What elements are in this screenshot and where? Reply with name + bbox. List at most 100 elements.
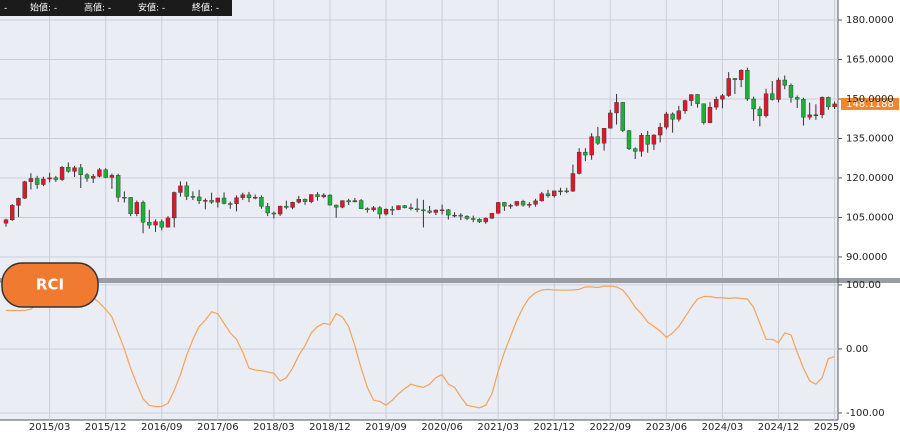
candle-body: [483, 218, 488, 223]
candle-body: [408, 207, 414, 209]
candle-body: [689, 94, 694, 101]
candle-body: [41, 178, 46, 185]
candle-body: [527, 204, 532, 206]
candle-body: [66, 166, 71, 172]
candle-body: [365, 208, 370, 211]
candle-body: [147, 221, 152, 226]
candle-body: [464, 215, 470, 219]
candle-body: [701, 103, 706, 123]
candle-body: [552, 190, 557, 197]
header-field: 安値: -: [138, 2, 165, 14]
candle-body: [72, 167, 77, 172]
header-fields: - 始値: - 高値: - 安値: - 終値: -: [4, 2, 219, 14]
candle-body: [751, 98, 756, 110]
candle-body: [589, 136, 594, 156]
candle-body: [190, 196, 196, 198]
candle-body: [128, 197, 133, 214]
candle-body: [720, 95, 725, 100]
candle-body: [178, 185, 183, 193]
x-tick-label: 2022/09: [590, 422, 632, 433]
candle-body: [788, 85, 794, 98]
candle-body: [520, 201, 526, 206]
candle-body: [265, 206, 270, 214]
price-panel: [0, 0, 838, 278]
candle-body: [333, 204, 339, 208]
x-tick-label: 2023/06: [646, 422, 688, 433]
x-tick-label: 2021/12: [533, 422, 575, 433]
candle-body: [10, 205, 15, 221]
candle-body: [277, 205, 283, 215]
candle-body: [402, 205, 407, 208]
x-tick-label: 2021/03: [477, 422, 519, 433]
candle-body: [309, 194, 314, 202]
last-price-box: [841, 97, 899, 110]
candle-body: [321, 194, 326, 197]
candle-body: [221, 197, 227, 204]
candle-body: [558, 190, 563, 193]
marks: 148.1188: [3, 67, 899, 409]
candle-body: [427, 210, 432, 213]
candle-body: [508, 205, 513, 207]
candle-body: [676, 110, 682, 120]
candle-body: [414, 208, 420, 211]
candle-body: [757, 108, 763, 117]
candle-body: [302, 199, 308, 202]
candle-body: [477, 219, 482, 223]
candle-body: [271, 212, 277, 215]
candle-body: [439, 209, 445, 212]
candle-body: [626, 130, 632, 149]
candle-body: [34, 178, 40, 185]
candle-body: [645, 135, 650, 145]
x-tick-label: 2024/12: [758, 422, 800, 433]
candle-body: [172, 192, 177, 219]
y-tick-label: 135.0000: [846, 133, 894, 144]
candle-body: [614, 102, 619, 114]
header-field: 終値: -: [192, 2, 219, 14]
candle-body: [782, 79, 787, 86]
candle-body: [84, 174, 90, 179]
candle-body: [209, 200, 214, 203]
candle-body: [595, 136, 601, 144]
candle-body: [327, 194, 333, 206]
x-tick-label: 2025/09: [814, 422, 856, 433]
candle-body: [726, 78, 731, 96]
candle-body: [290, 201, 295, 208]
candle-body: [184, 185, 189, 197]
candle-body: [252, 196, 258, 199]
candle-body: [576, 151, 582, 174]
candle-body: [383, 209, 389, 215]
candle-body: [545, 193, 551, 197]
candle-body: [564, 190, 569, 193]
candle-body: [801, 99, 806, 118]
y-tick-label: 100.00: [846, 280, 881, 291]
candle-body: [458, 214, 463, 217]
candle-body: [377, 207, 382, 215]
candle-body: [340, 200, 345, 208]
candle-body: [776, 79, 781, 100]
candle-body: [153, 221, 158, 226]
candle-body: [471, 218, 476, 220]
y-tick-label: 90.0000: [846, 252, 887, 263]
candle-body: [608, 112, 613, 129]
candle-body: [371, 207, 376, 211]
rci-panel: [0, 283, 838, 420]
x-tick-label: 2024/03: [702, 422, 744, 433]
candle-body: [358, 200, 364, 209]
candle-body: [315, 194, 320, 197]
candle-body: [452, 214, 457, 217]
candle-body: [91, 176, 96, 179]
candle-body: [832, 103, 837, 108]
x-tick-label: 2018/03: [253, 422, 295, 433]
candle-body: [489, 213, 495, 219]
y-tick-label: 150.0000: [846, 94, 894, 105]
candle-body: [583, 151, 588, 156]
candle-body: [134, 202, 140, 214]
candle-body: [228, 203, 233, 205]
header-field: -: [4, 4, 7, 14]
panel-separator: [0, 278, 900, 283]
candle-body: [514, 201, 520, 206]
candle-body: [738, 70, 744, 80]
candle-body: [539, 193, 544, 202]
